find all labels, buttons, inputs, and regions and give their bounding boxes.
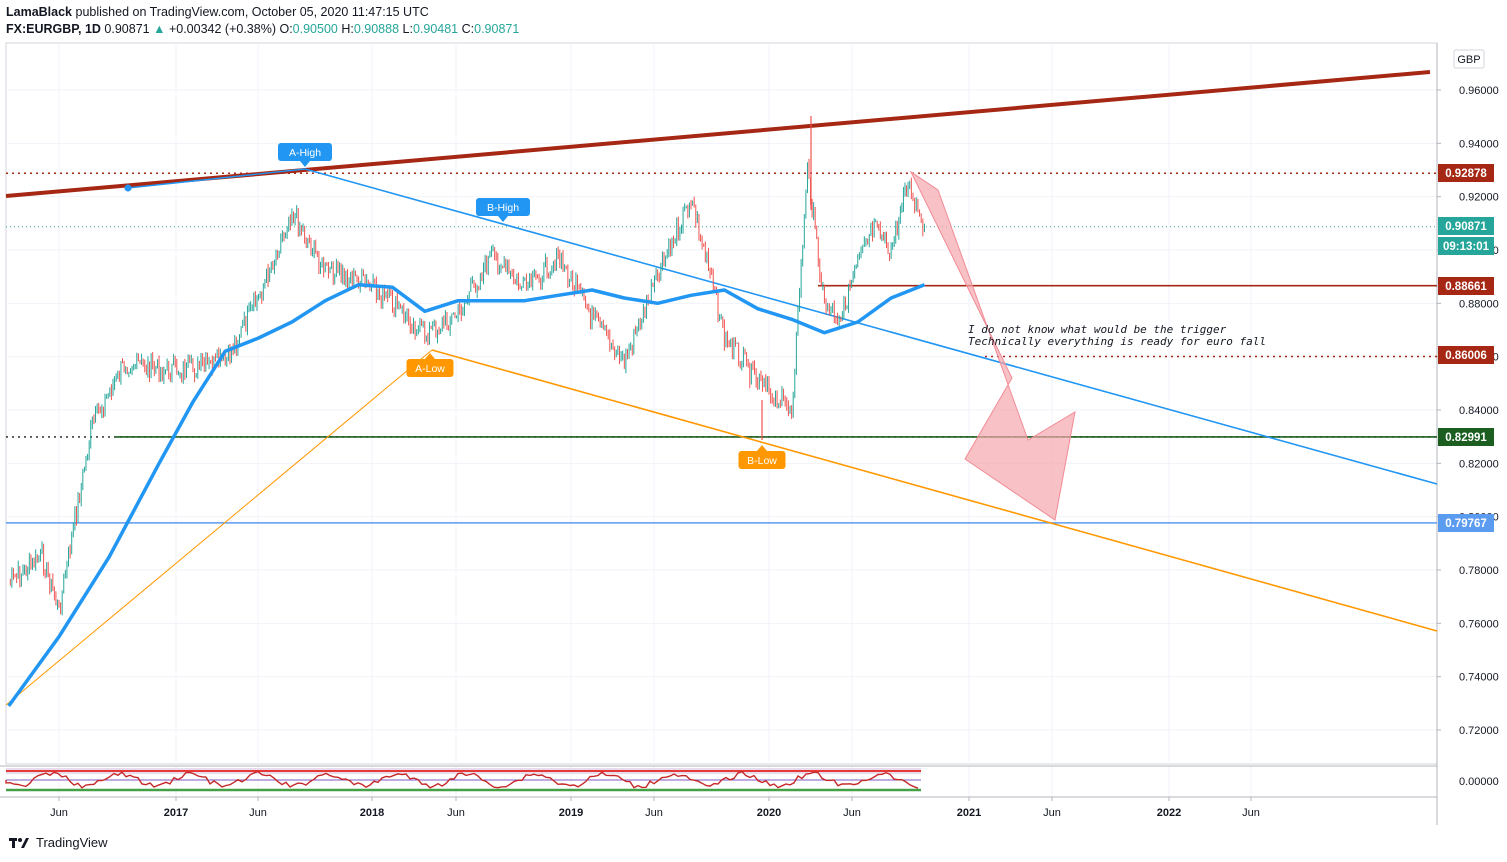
time-tick-label: Jun bbox=[1242, 807, 1260, 819]
b-low-callout-box bbox=[738, 451, 786, 469]
a-high-callout: A-High bbox=[278, 143, 332, 167]
footer: TradingView bbox=[8, 834, 108, 850]
publish-line: LamaBlack published on TradingView.com, … bbox=[6, 4, 519, 21]
b-high-callout-pointer bbox=[498, 216, 508, 222]
a-high-callout-box bbox=[278, 143, 332, 161]
price-label-09:13:01: 09:13:01 bbox=[1443, 241, 1490, 253]
projection-arrow bbox=[909, 170, 1076, 521]
last-price: 0.90871 bbox=[104, 22, 150, 36]
chart-header: LamaBlack published on TradingView.com, … bbox=[6, 4, 519, 38]
b-low-callout-text: B-Low bbox=[747, 455, 777, 467]
low-label: L: bbox=[402, 22, 413, 36]
a-low-callout-text: A-Low bbox=[415, 363, 445, 375]
a-high-callout-pointer bbox=[300, 161, 310, 167]
price-label-0.79767: 0.79767 bbox=[1445, 518, 1487, 530]
currency-badge bbox=[1453, 49, 1485, 69]
open-value: 0.90500 bbox=[292, 22, 338, 36]
price-label-box bbox=[1438, 164, 1494, 182]
anchor-point bbox=[124, 184, 132, 192]
footer-brand[interactable]: TradingView bbox=[36, 834, 108, 850]
price-tick-label: 0.84000 bbox=[1459, 405, 1499, 417]
annotation-line-2: Technically everything is ready for euro… bbox=[968, 335, 1266, 348]
currency-label: GBP bbox=[1457, 54, 1480, 66]
price-label-box bbox=[1438, 277, 1494, 295]
time-tick-label: Jun bbox=[1043, 807, 1061, 819]
price-label-box bbox=[1438, 346, 1494, 364]
price-tick-label: 0.96000 bbox=[1459, 85, 1499, 97]
rising-support-line bbox=[5, 349, 433, 706]
price-label-box bbox=[1438, 514, 1494, 532]
time-tick-label: 2018 bbox=[360, 807, 384, 819]
published-text: published on TradingView.com, October 05… bbox=[75, 5, 429, 19]
high-value: 0.90888 bbox=[353, 22, 400, 36]
price-label-0.86006: 0.86006 bbox=[1445, 350, 1487, 362]
price-axis: 0.960000.940000.920000.900000.880000.860… bbox=[1436, 43, 1499, 825]
symbol-line: FX:EURGBP, 1D 0.90871 ▲ +0.00342 (+0.38%… bbox=[6, 21, 519, 38]
time-tick-label: Jun bbox=[843, 807, 861, 819]
b-high-callout-text: B-High bbox=[487, 202, 519, 214]
a-low-callout: A-Low bbox=[406, 353, 454, 377]
time-tick-label: Jun bbox=[249, 807, 267, 819]
price-label-0.90871: 0.90871 bbox=[1445, 221, 1487, 233]
b-low-callout-pointer bbox=[757, 445, 767, 451]
descending-trendline bbox=[304, 168, 1438, 485]
time-tick-label: 2022 bbox=[1157, 807, 1181, 819]
price-label-0.82991: 0.82991 bbox=[1445, 432, 1487, 444]
price-tick-label: 0.78000 bbox=[1459, 565, 1499, 577]
oscillator-pane: 0.00000 bbox=[0, 765, 1499, 792]
close-value: 0.90871 bbox=[474, 22, 520, 36]
price-tick-label: 0.92000 bbox=[1459, 192, 1499, 204]
price-tick-label: 0.94000 bbox=[1459, 138, 1499, 150]
tradingview-logo-icon[interactable] bbox=[8, 834, 30, 850]
low-value: 0.90481 bbox=[412, 22, 459, 36]
price-change: +0.00342 (+0.38%) bbox=[168, 22, 276, 36]
a-low-callout-box bbox=[406, 359, 454, 377]
time-tick-label: 2019 bbox=[559, 807, 583, 819]
price-label-0.88661: 0.88661 bbox=[1445, 281, 1487, 293]
oscillator-signal bbox=[5, 770, 919, 789]
author-name[interactable]: LamaBlack bbox=[6, 5, 73, 19]
price-tick-label: 0.72000 bbox=[1459, 725, 1499, 737]
price-label-box bbox=[1438, 428, 1494, 446]
up-triangle-icon: ▲ bbox=[153, 22, 166, 36]
price-bars bbox=[9, 116, 925, 616]
price-label-0.92878: 0.92878 bbox=[1445, 168, 1487, 180]
high-connector bbox=[127, 168, 306, 189]
open-label: O: bbox=[279, 22, 293, 36]
time-tick-label: 2017 bbox=[164, 807, 188, 819]
close-label: C: bbox=[461, 22, 475, 36]
symbol-label[interactable]: FX:EURGBP, 1D bbox=[6, 22, 101, 36]
moving-average-line bbox=[7, 282, 926, 708]
plot-area bbox=[5, 42, 1438, 765]
price-label-box bbox=[1438, 217, 1494, 235]
b-high-callout-box bbox=[476, 198, 530, 216]
high-label: H: bbox=[341, 22, 354, 36]
oscillator-zero-label: 0.00000 bbox=[1459, 776, 1499, 788]
time-tick-label: Jun bbox=[645, 807, 663, 819]
price-tick-label: 0.74000 bbox=[1459, 672, 1499, 684]
price-tick-label: 0.76000 bbox=[1459, 618, 1499, 630]
time-tick-label: Jun bbox=[447, 807, 465, 819]
time-tick-label: Jun bbox=[50, 807, 68, 819]
b-high-callout: B-High bbox=[476, 198, 530, 222]
time-tick-label: 2020 bbox=[757, 807, 781, 819]
lower-channel-line bbox=[431, 349, 1438, 632]
price-label-box bbox=[1438, 237, 1494, 255]
price-tick-label: 0.88000 bbox=[1459, 298, 1499, 310]
annotation-line-1: I do not know what would be the trigger bbox=[968, 323, 1227, 336]
b-low-callout: B-Low bbox=[738, 445, 786, 469]
a-low-callout-pointer bbox=[425, 353, 435, 359]
price-tick-label: 0.82000 bbox=[1459, 458, 1499, 470]
a-high-callout-text: A-High bbox=[289, 147, 321, 159]
time-tick-label: 2021 bbox=[957, 807, 981, 819]
